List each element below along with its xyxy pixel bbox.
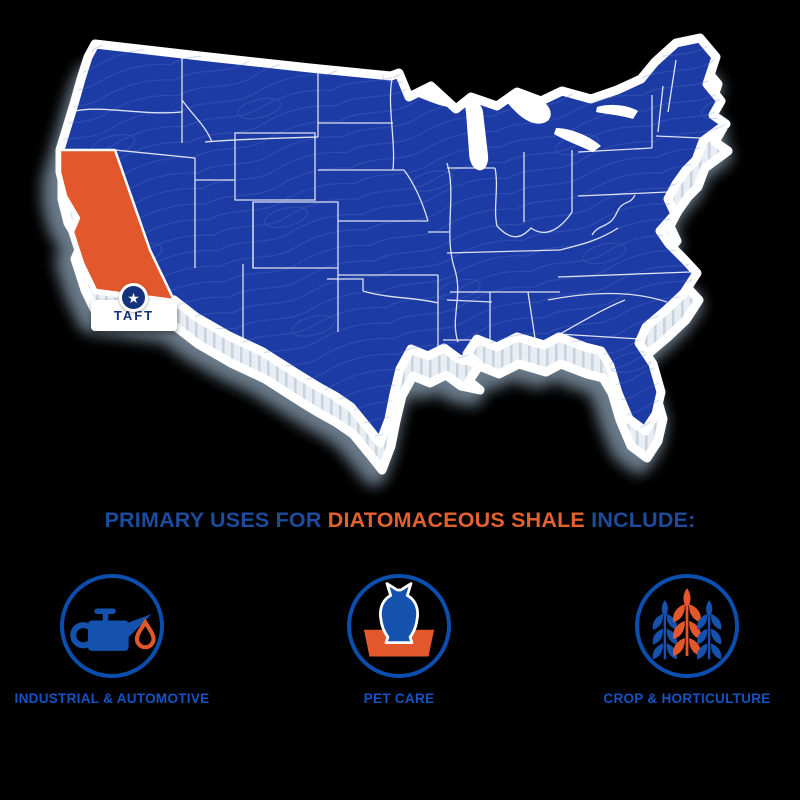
- us-map: TAFT ★: [0, 0, 800, 520]
- california-highlight: [58, 148, 176, 302]
- state-borders: [69, 57, 701, 355]
- use-item-industrial: INDUSTRIAL & AUTOMOTIVE: [0, 574, 232, 706]
- icon-circle: [347, 574, 451, 678]
- use-label: INDUSTRIAL & AUTOMOTIVE: [14, 691, 210, 706]
- cat-in-litter-box-icon: [363, 582, 435, 657]
- title-part-orange: DIATOMACEOUS SHALE: [327, 508, 585, 532]
- oil-can-icon: [70, 608, 156, 651]
- great-lakes: [407, 81, 638, 171]
- use-label: CROP & HORTICULTURE: [603, 691, 771, 706]
- use-item-pet-care: PET CARE: [279, 574, 519, 706]
- use-label: PET CARE: [363, 691, 435, 706]
- title-part-blue2: INCLUDE:: [584, 508, 696, 532]
- icon-circle: [635, 574, 739, 678]
- title-part-blue: PRIMARY USES FOR: [104, 508, 328, 532]
- us-map-svg: [0, 0, 800, 520]
- section-title: PRIMARY USES FOR DIATOMACEOUS SHALE INCL…: [0, 508, 800, 533]
- star-marker-icon: ★: [119, 283, 148, 312]
- icon-circle: [60, 574, 164, 678]
- wheat-stalks-icon: [652, 588, 722, 660]
- use-item-crop: CROP & HORTICULTURE: [567, 574, 800, 706]
